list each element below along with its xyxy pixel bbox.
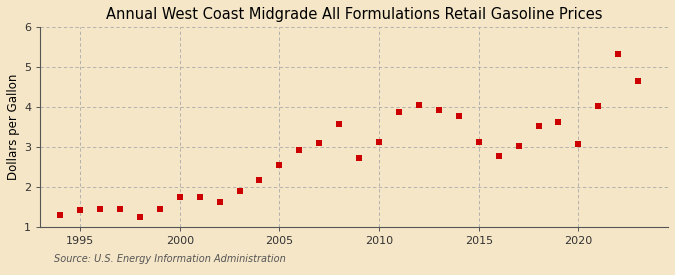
Point: [553, 120, 564, 125]
Point: [593, 104, 603, 109]
Point: [155, 207, 165, 211]
Point: [334, 122, 345, 126]
Point: [394, 110, 404, 114]
Y-axis label: Dollars per Gallon: Dollars per Gallon: [7, 74, 20, 180]
Point: [95, 207, 105, 211]
Title: Annual West Coast Midgrade All Formulations Retail Gasoline Prices: Annual West Coast Midgrade All Formulati…: [106, 7, 602, 22]
Point: [314, 141, 325, 145]
Point: [573, 141, 584, 146]
Point: [493, 154, 504, 158]
Point: [234, 189, 245, 193]
Point: [613, 51, 624, 56]
Point: [513, 143, 524, 148]
Text: Source: U.S. Energy Information Administration: Source: U.S. Energy Information Administ…: [54, 254, 286, 264]
Point: [254, 178, 265, 182]
Point: [473, 140, 484, 144]
Point: [354, 155, 364, 160]
Point: [214, 200, 225, 204]
Point: [194, 195, 205, 200]
Point: [533, 124, 544, 128]
Point: [374, 140, 385, 145]
Point: [55, 213, 65, 217]
Point: [274, 163, 285, 167]
Point: [294, 148, 304, 152]
Point: [632, 79, 643, 83]
Point: [75, 208, 86, 212]
Point: [454, 114, 464, 118]
Point: [414, 103, 425, 107]
Point: [433, 108, 444, 112]
Point: [115, 207, 126, 212]
Point: [174, 194, 185, 199]
Point: [134, 215, 145, 220]
